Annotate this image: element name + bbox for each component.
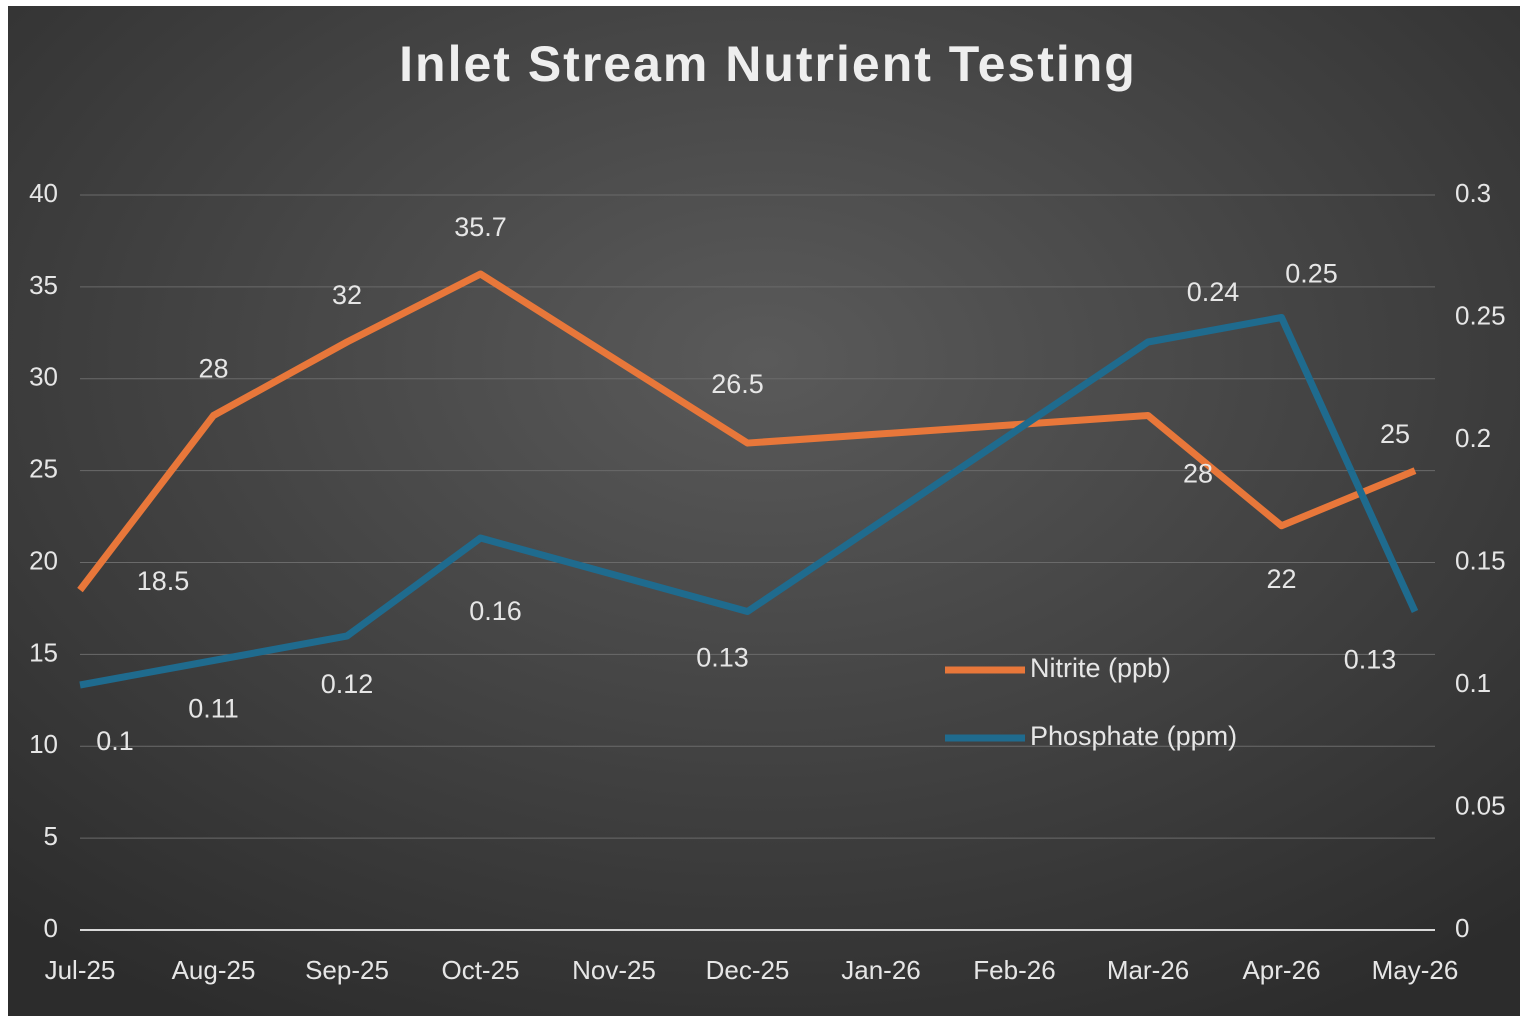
chart-title: Inlet Stream Nutrient Testing <box>399 36 1137 92</box>
y-tick-label: 30 <box>29 362 58 392</box>
data-label: 0.25 <box>1285 259 1338 289</box>
y-tick-label: 5 <box>44 821 58 851</box>
x-tick-label: Feb-26 <box>973 955 1055 985</box>
y2-tick-label: 0 <box>1455 913 1469 943</box>
x-tick-label: Aug-25 <box>172 955 256 985</box>
y-tick-label: 20 <box>29 545 58 575</box>
legend-label: Phosphate (ppm) <box>1030 721 1237 751</box>
y-tick-label: 15 <box>29 637 58 667</box>
y2-tick-label: 0.3 <box>1455 178 1491 208</box>
data-label: 28 <box>1183 459 1213 489</box>
x-tick-label: Dec-25 <box>706 955 790 985</box>
y2-tick-label: 0.1 <box>1455 668 1491 698</box>
x-tick-label: Jan-26 <box>841 955 921 985</box>
series-line <box>79 314 1419 689</box>
legend-label: Nitrite (ppb) <box>1030 653 1171 683</box>
y-tick-label: 10 <box>29 729 58 759</box>
background <box>8 6 1520 1016</box>
x-tick-label: Nov-25 <box>572 955 656 985</box>
y-tick-label: 40 <box>29 178 58 208</box>
data-label: 22 <box>1266 564 1296 594</box>
data-label: 35.7 <box>454 212 507 242</box>
y2-tick-label: 0.15 <box>1455 545 1506 575</box>
data-label: 26.5 <box>711 369 764 399</box>
data-label: 18.5 <box>137 566 190 596</box>
data-label: 0.13 <box>696 643 749 673</box>
x-tick-label: Sep-25 <box>305 955 389 985</box>
data-label: 0.12 <box>321 669 374 699</box>
data-label: 0.24 <box>1187 277 1240 307</box>
x-tick-label: Oct-25 <box>441 955 519 985</box>
data-label: 0.1 <box>96 726 134 756</box>
x-tick-label: Mar-26 <box>1107 955 1189 985</box>
data-label: 28 <box>198 354 228 384</box>
y-tick-label: 0 <box>44 913 58 943</box>
y2-tick-label: 0.25 <box>1455 300 1506 330</box>
data-label: 0.11 <box>188 694 239 724</box>
data-label: 32 <box>332 280 362 310</box>
y-tick-label: 25 <box>29 454 58 484</box>
x-tick-label: May-26 <box>1372 955 1459 985</box>
y2-tick-label: 0.2 <box>1455 423 1491 453</box>
series-line <box>77 270 1417 593</box>
y-tick-label: 35 <box>29 270 58 300</box>
data-label: 25 <box>1380 419 1410 449</box>
x-tick-label: Jul-25 <box>45 955 116 985</box>
data-label: 0.16 <box>469 596 522 626</box>
x-tick-label: Apr-26 <box>1242 955 1320 985</box>
y2-tick-label: 0.05 <box>1455 790 1506 820</box>
data-label: 0.13 <box>1344 645 1397 675</box>
